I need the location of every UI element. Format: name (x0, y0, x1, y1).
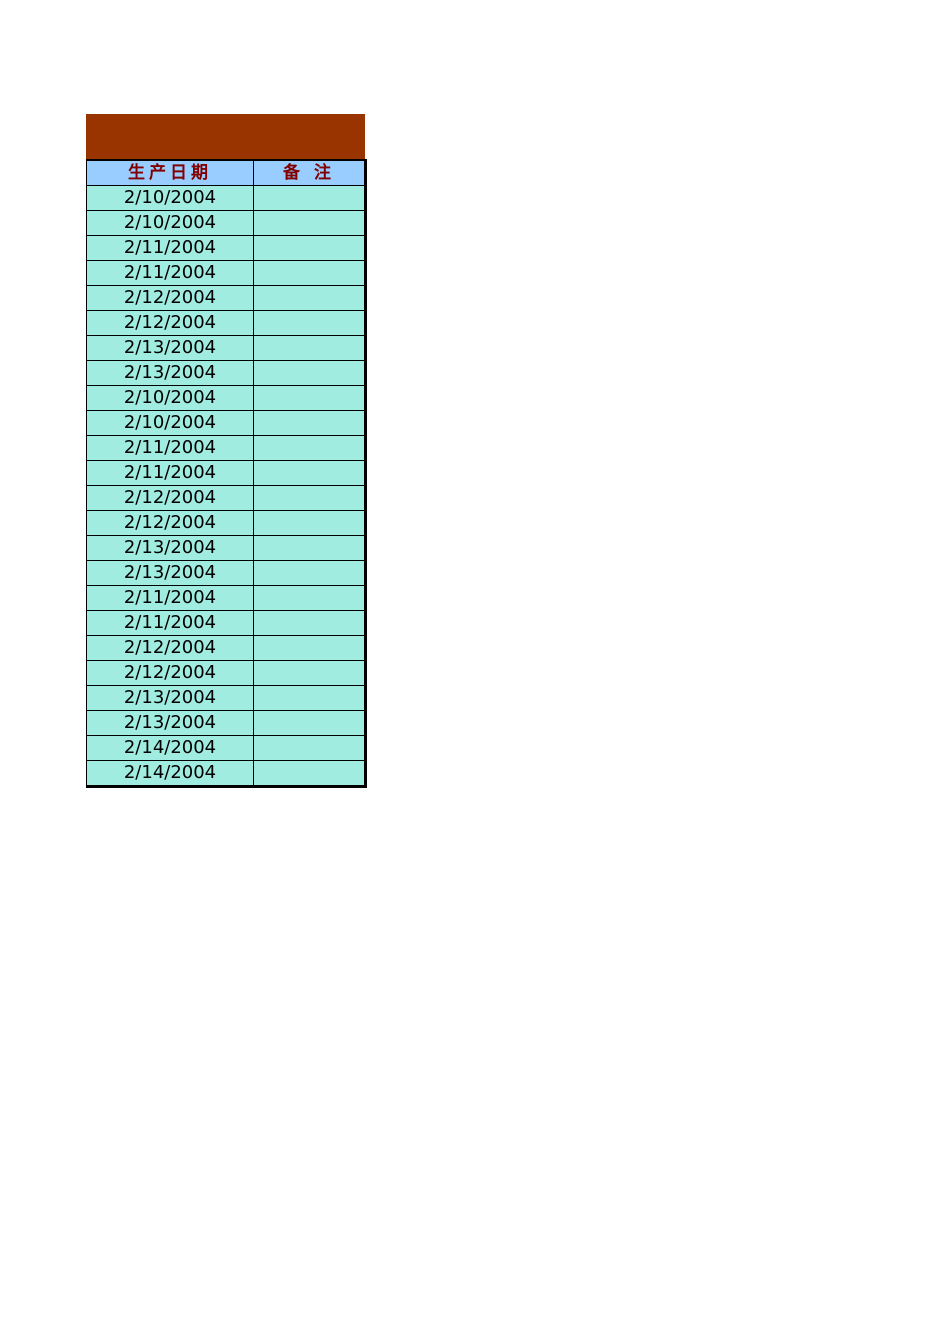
note-cell[interactable] (253, 360, 366, 386)
date-cell[interactable]: 2/13/2004 (86, 360, 254, 386)
date-cell[interactable]: 2/14/2004 (86, 735, 254, 761)
table-row: 2/12/2004 (86, 485, 366, 511)
table-row: 2/13/2004 (86, 710, 366, 736)
date-cell[interactable]: 2/11/2004 (86, 435, 254, 461)
date-cell[interactable]: 2/10/2004 (86, 210, 254, 236)
table-row: 2/12/2004 (86, 635, 366, 661)
date-cell[interactable]: 2/10/2004 (86, 185, 254, 211)
header-production-date[interactable]: 生产日期 (86, 159, 254, 186)
table-row: 2/11/2004 (86, 235, 366, 261)
note-cell[interactable] (253, 385, 366, 411)
table-row: 2/12/2004 (86, 510, 366, 536)
note-cell[interactable] (253, 235, 366, 261)
date-cell[interactable]: 2/12/2004 (86, 310, 254, 336)
date-cell[interactable]: 2/14/2004 (86, 760, 254, 787)
table-row: 2/10/2004 (86, 185, 366, 211)
date-cell[interactable]: 2/10/2004 (86, 385, 254, 411)
table-row: 2/14/2004 (86, 735, 366, 761)
table-row: 2/13/2004 (86, 360, 366, 386)
table-row: 2/12/2004 (86, 660, 366, 686)
table-row: 2/12/2004 (86, 310, 366, 336)
note-cell[interactable] (253, 510, 366, 536)
header-row: 生产日期 备 注 (86, 159, 366, 186)
date-cell[interactable]: 2/11/2004 (86, 585, 254, 611)
note-cell[interactable] (253, 260, 366, 286)
date-cell[interactable]: 2/12/2004 (86, 485, 254, 511)
note-cell[interactable] (253, 760, 366, 787)
table-row: 2/11/2004 (86, 610, 366, 636)
note-cell[interactable] (253, 410, 366, 436)
date-cell[interactable]: 2/11/2004 (86, 610, 254, 636)
date-cell[interactable]: 2/13/2004 (86, 535, 254, 561)
note-cell[interactable] (253, 585, 366, 611)
note-cell[interactable] (253, 710, 366, 736)
title-band (86, 114, 365, 160)
note-cell[interactable] (253, 435, 366, 461)
header-remarks[interactable]: 备 注 (253, 159, 366, 186)
date-cell[interactable]: 2/11/2004 (86, 260, 254, 286)
table-row: 2/10/2004 (86, 410, 366, 436)
note-cell[interactable] (253, 610, 366, 636)
note-cell[interactable] (253, 660, 366, 686)
note-cell[interactable] (253, 560, 366, 586)
table-row: 2/11/2004 (86, 435, 366, 461)
note-cell[interactable] (253, 335, 366, 361)
table-row: 2/12/2004 (86, 285, 366, 311)
table-row: 2/13/2004 (86, 560, 366, 586)
data-table: 生产日期 备 注 2/10/2004 2/10/2004 2/11/2004 2/11… (86, 159, 367, 788)
date-cell[interactable]: 2/11/2004 (86, 460, 254, 486)
note-cell[interactable] (253, 310, 366, 336)
note-cell[interactable] (253, 635, 366, 661)
date-cell[interactable]: 2/13/2004 (86, 560, 254, 586)
date-cell[interactable]: 2/13/2004 (86, 335, 254, 361)
date-cell[interactable]: 2/10/2004 (86, 410, 254, 436)
note-cell[interactable] (253, 460, 366, 486)
table-row: 2/10/2004 (86, 210, 366, 236)
table-row: 2/13/2004 (86, 335, 366, 361)
table-row: 2/10/2004 (86, 385, 366, 411)
date-cell[interactable]: 2/13/2004 (86, 685, 254, 711)
table-row: 2/14/2004 (86, 760, 366, 787)
date-cell[interactable]: 2/11/2004 (86, 235, 254, 261)
date-cell[interactable]: 2/12/2004 (86, 510, 254, 536)
note-cell[interactable] (253, 535, 366, 561)
note-cell[interactable] (253, 285, 366, 311)
note-cell[interactable] (253, 685, 366, 711)
date-cell[interactable]: 2/12/2004 (86, 285, 254, 311)
date-cell[interactable]: 2/12/2004 (86, 660, 254, 686)
table-row: 2/11/2004 (86, 460, 366, 486)
date-cell[interactable]: 2/12/2004 (86, 635, 254, 661)
date-cell[interactable]: 2/13/2004 (86, 710, 254, 736)
table-row: 2/13/2004 (86, 685, 366, 711)
note-cell[interactable] (253, 185, 366, 211)
note-cell[interactable] (253, 735, 366, 761)
table-row: 2/13/2004 (86, 535, 366, 561)
note-cell[interactable] (253, 485, 366, 511)
table-row: 2/11/2004 (86, 260, 366, 286)
note-cell[interactable] (253, 210, 366, 236)
table-row: 2/11/2004 (86, 585, 366, 611)
